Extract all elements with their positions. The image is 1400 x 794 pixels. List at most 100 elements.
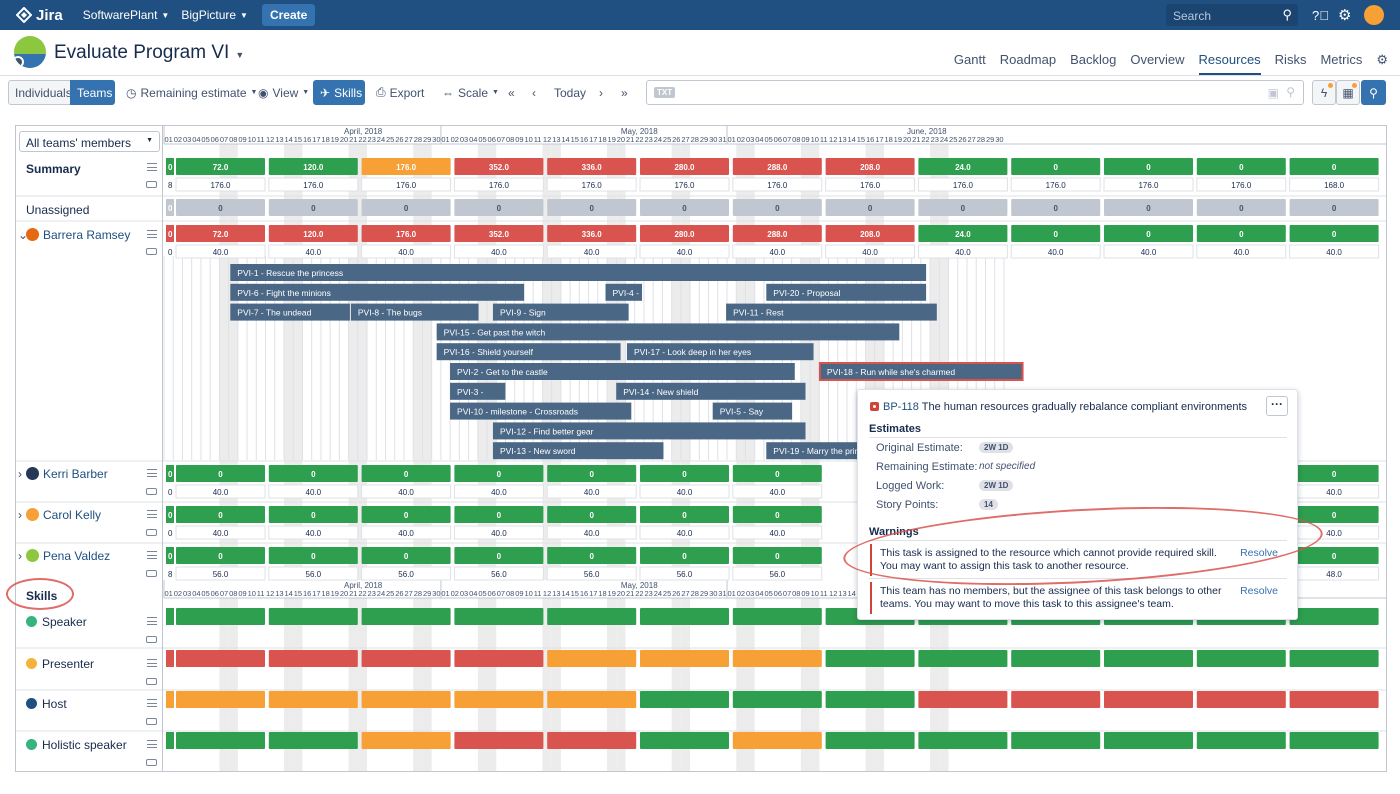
bar-toggle-icon[interactable] [146, 636, 157, 643]
chevron-right-icon[interactable]: › [18, 549, 22, 563]
resolve-link[interactable]: Resolve [1240, 547, 1278, 559]
list-icon[interactable] [147, 469, 157, 477]
save-icon[interactable]: ▣ [1267, 86, 1279, 100]
story-points-chip: 14 [979, 499, 998, 510]
bar-toggle-icon[interactable] [146, 570, 157, 577]
day-label: 16 [580, 135, 588, 144]
day-label: 12 [266, 589, 274, 598]
capacity-bar [166, 547, 174, 564]
availability-value: 0 [168, 488, 173, 497]
first-page-icon[interactable]: « [508, 85, 515, 100]
chevron-right-icon[interactable]: › [18, 467, 22, 481]
availability-value: 40.0 [955, 248, 971, 257]
bar-toggle-icon[interactable] [146, 759, 157, 766]
tab-overview[interactable]: Overview [1130, 52, 1185, 67]
availability-cell [268, 244, 359, 259]
settings-gear-icon[interactable]: ⚙ [1376, 52, 1388, 67]
calendar-icon[interactable]: ▦ [1336, 80, 1360, 105]
list-icon[interactable] [147, 740, 157, 748]
day-label: 21 [912, 135, 920, 144]
day-label: 26 [958, 135, 966, 144]
skill-bar [176, 608, 265, 625]
individuals-toggle[interactable]: Individuals [8, 80, 72, 105]
day-label: 13 [275, 135, 283, 144]
day-label: 05 [764, 135, 772, 144]
project-title[interactable]: Evaluate Program VI ▼ [54, 42, 244, 64]
team-members-select[interactable]: All teams' members ▼ [19, 131, 160, 152]
resolve-link[interactable]: Resolve [1240, 585, 1278, 597]
capacity-value: 24.0 [955, 230, 971, 239]
day-label: 03 [746, 135, 754, 144]
availability-value: 40.0 [213, 248, 229, 257]
list-icon[interactable] [147, 230, 157, 238]
skills-button[interactable]: ✈ Skills [313, 80, 365, 105]
day-label: 09 [515, 135, 523, 144]
chevron-down-icon[interactable]: ⌄ [18, 228, 29, 242]
day-label: 24 [377, 589, 385, 598]
user-avatar[interactable] [1364, 5, 1384, 25]
tab-roadmap[interactable]: Roadmap [999, 52, 1057, 67]
bar-toggle-icon[interactable] [146, 718, 157, 725]
view-dropdown[interactable]: ◉ View ▼ [252, 80, 315, 105]
capacity-bar [268, 199, 358, 216]
softwareplant-menu[interactable]: SoftwarePlant ▼ [83, 8, 170, 22]
day-label: 19 [331, 589, 339, 598]
txt-search-input[interactable]: TXT ▣ ⚲ [646, 80, 1304, 105]
issue-key-link[interactable]: BP-118 [883, 401, 919, 413]
create-button[interactable]: Create [261, 4, 316, 26]
day-label: 24 [940, 135, 948, 144]
last-page-icon[interactable]: » [621, 85, 628, 100]
resource-kerri-barber[interactable]: › Kerri Barber [18, 467, 108, 481]
teams-toggle[interactable]: Teams [70, 80, 115, 105]
bigpicture-menu[interactable]: BigPicture ▼ [181, 8, 248, 22]
day-label: 09 [801, 135, 809, 144]
list-icon[interactable] [147, 551, 157, 559]
help-icon[interactable]: ?⃝ [1312, 8, 1329, 23]
tab-metrics[interactable]: Metrics [1320, 52, 1363, 67]
task-label: PVI-17 - Look deep in her eyes [634, 347, 751, 357]
timeline-header [164, 126, 1386, 144]
next-icon[interactable]: › [599, 85, 603, 100]
list-icon[interactable] [147, 659, 157, 667]
chevron-right-icon[interactable]: › [18, 508, 22, 522]
tab-backlog[interactable]: Backlog [1070, 52, 1117, 67]
resource-pena-valdez[interactable]: › Pena Valdez [18, 549, 110, 563]
resource-carol-kelly[interactable]: › Carol Kelly [18, 508, 101, 522]
day-label: 27 [404, 135, 412, 144]
scale-dropdown[interactable]: ⇔ Scale ▼ [436, 80, 505, 105]
tab-gantt[interactable]: Gantt [953, 52, 986, 67]
bar-toggle-icon[interactable] [146, 529, 157, 536]
list-icon[interactable] [147, 163, 157, 171]
search-input[interactable]: Search ⚲ [1166, 4, 1298, 26]
list-icon[interactable] [147, 617, 157, 625]
more-options-button[interactable]: ··· [1266, 396, 1288, 416]
day-label: 22 [358, 589, 366, 598]
capacity-value: 0 [168, 230, 173, 239]
export-button[interactable]: ⎙ Export [370, 80, 430, 105]
bar-toggle-icon[interactable] [146, 181, 157, 188]
bar-toggle-icon[interactable] [146, 248, 157, 255]
capacity-bar [732, 547, 822, 564]
tab-resources[interactable]: Resources [1198, 52, 1261, 75]
day-label: 12 [543, 589, 551, 598]
list-icon[interactable] [147, 699, 157, 707]
search-button-icon[interactable]: ⚲ [1361, 80, 1386, 105]
day-label: 20 [617, 589, 625, 598]
bar-toggle-icon[interactable] [146, 678, 157, 685]
gear-icon[interactable]: ⚙ [1338, 7, 1352, 24]
tab-risks[interactable]: Risks [1274, 52, 1307, 67]
jira-logo[interactable]: Jira [16, 7, 63, 24]
list-icon[interactable] [147, 510, 157, 518]
bar-toggle-icon[interactable] [146, 488, 157, 495]
chevron-down-icon: ▼ [146, 137, 153, 144]
lightning-icon[interactable]: ϟ [1312, 80, 1336, 105]
previous-icon[interactable]: ‹ [532, 85, 536, 100]
search-icon[interactable]: ⚲ [1286, 85, 1295, 99]
today-button[interactable]: Today [554, 85, 587, 100]
remaining-estimate-dropdown[interactable]: ◷ Remaining estimate ▼ [120, 80, 263, 105]
resource-barrera-ramsey[interactable]: ⌄ Barrera Ramsey [18, 228, 130, 242]
skill-bar [176, 650, 265, 667]
capacity-value: 336.0 [582, 163, 603, 172]
chevron-down-icon: ▼ [235, 50, 245, 60]
availability-cell [546, 244, 637, 259]
